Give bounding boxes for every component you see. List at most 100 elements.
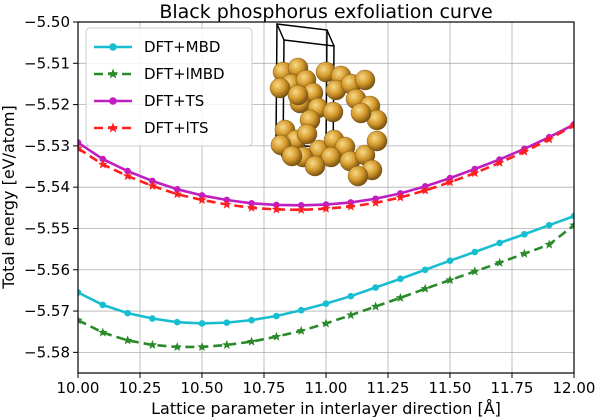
x-tick-label: 10.25 <box>119 379 162 397</box>
y-tick-label: −5.56 <box>24 261 70 279</box>
data-point <box>470 168 480 178</box>
legend-label: DFT+MBD <box>144 38 220 56</box>
y-tick-label: −5.58 <box>24 343 70 361</box>
legend-marker <box>109 43 117 51</box>
data-point <box>197 194 207 205</box>
data-point <box>346 310 356 320</box>
data-point <box>347 292 355 300</box>
data-point <box>246 336 257 346</box>
data-point <box>297 306 305 314</box>
data-point <box>273 312 280 320</box>
y-tick-label: −5.52 <box>24 96 70 114</box>
legend-entry: DFT+TS <box>94 92 204 110</box>
data-point <box>322 300 330 307</box>
data-point <box>521 230 528 238</box>
chart-title: Black phosphorus exfoliation curve <box>159 1 492 23</box>
y-axis-label: Total energy [eV/atom] <box>0 105 18 289</box>
data-point <box>271 204 282 214</box>
data-point <box>395 292 406 302</box>
phosphorus-atom <box>322 101 344 123</box>
x-tick-label: 11.75 <box>491 379 534 397</box>
legend-marker <box>107 68 119 79</box>
data-point <box>78 289 82 296</box>
data-point <box>395 192 406 202</box>
data-point <box>545 221 553 229</box>
data-point <box>496 239 503 247</box>
data-point <box>172 189 182 199</box>
data-point <box>420 283 430 293</box>
data-point <box>99 301 107 309</box>
data-point <box>397 275 404 283</box>
series-layer <box>78 120 574 352</box>
data-point <box>122 171 133 181</box>
series-dft-mbd <box>78 212 574 327</box>
y-tick-label: −5.57 <box>24 302 70 320</box>
y-tick-label: −5.50 <box>24 13 70 31</box>
x-tick-label: 11.50 <box>429 379 472 397</box>
data-point <box>78 143 83 153</box>
legend-entry: DFT+MBD <box>94 38 220 56</box>
phosphorus-atom <box>281 145 303 167</box>
y-tick-label: −5.51 <box>24 54 70 72</box>
legend-box <box>85 27 253 147</box>
data-point <box>569 120 574 130</box>
data-point <box>421 266 429 274</box>
phosphorus-atom <box>366 130 388 152</box>
data-point <box>172 341 182 352</box>
data-point <box>222 199 232 209</box>
series-dft-lmbd <box>78 220 574 352</box>
legend-label: DFT+lTS <box>144 119 209 137</box>
data-point <box>494 157 505 167</box>
legend-label: DFT+TS <box>144 92 204 110</box>
x-axis-label: Lattice parameter in interlayer directio… <box>151 399 501 417</box>
x-tick-label: 11.25 <box>367 379 410 397</box>
phosphorus-atom <box>304 155 326 177</box>
data-point <box>346 201 356 211</box>
data-point <box>569 220 574 230</box>
data-point <box>544 239 554 249</box>
data-point <box>78 139 82 146</box>
phosphorus-atom <box>287 84 309 106</box>
phosphorus-atom <box>296 123 318 145</box>
phosphorus-atom <box>350 102 372 124</box>
data-point <box>78 315 83 325</box>
data-point <box>420 185 430 195</box>
data-point <box>98 327 108 337</box>
phosphorus-atom <box>269 77 291 99</box>
data-point <box>296 204 306 214</box>
data-point <box>99 155 107 163</box>
data-point <box>246 202 257 212</box>
data-point <box>198 320 206 327</box>
phosphorus-atom <box>347 165 369 187</box>
y-tick-label: −5.53 <box>24 137 70 155</box>
data-point <box>321 318 331 328</box>
legend: DFT+MBD DFT+lMBD DFT+TS DFT+lTS <box>85 27 253 147</box>
data-point <box>494 257 505 267</box>
x-tick-label: 10.50 <box>181 379 224 397</box>
legend-label: DFT+lMBD <box>144 65 225 83</box>
data-point <box>222 339 232 349</box>
data-point <box>296 325 306 335</box>
data-point <box>271 331 282 341</box>
phosphorus-atom <box>354 69 376 91</box>
axis-ticks: 10.00 10.25 10.50 10.75 11.00 11.25 11.50 11.75… <box>24 13 595 397</box>
crystal-structure-inset <box>269 23 388 187</box>
data-point <box>147 339 158 349</box>
data-point <box>370 301 381 311</box>
series-dft-lts <box>78 120 574 214</box>
y-tick-label: −5.54 <box>24 178 70 196</box>
data-point <box>124 309 131 317</box>
data-point <box>173 318 181 326</box>
data-point <box>470 266 480 276</box>
data-point <box>445 177 455 187</box>
data-point <box>544 134 554 144</box>
data-point <box>321 203 331 213</box>
data-point <box>147 180 158 190</box>
data-point <box>570 212 574 220</box>
data-point <box>471 248 479 256</box>
data-point <box>446 257 454 264</box>
data-point <box>197 341 207 352</box>
legend-marker <box>109 97 117 105</box>
x-tick-label: 11.00 <box>305 379 348 397</box>
